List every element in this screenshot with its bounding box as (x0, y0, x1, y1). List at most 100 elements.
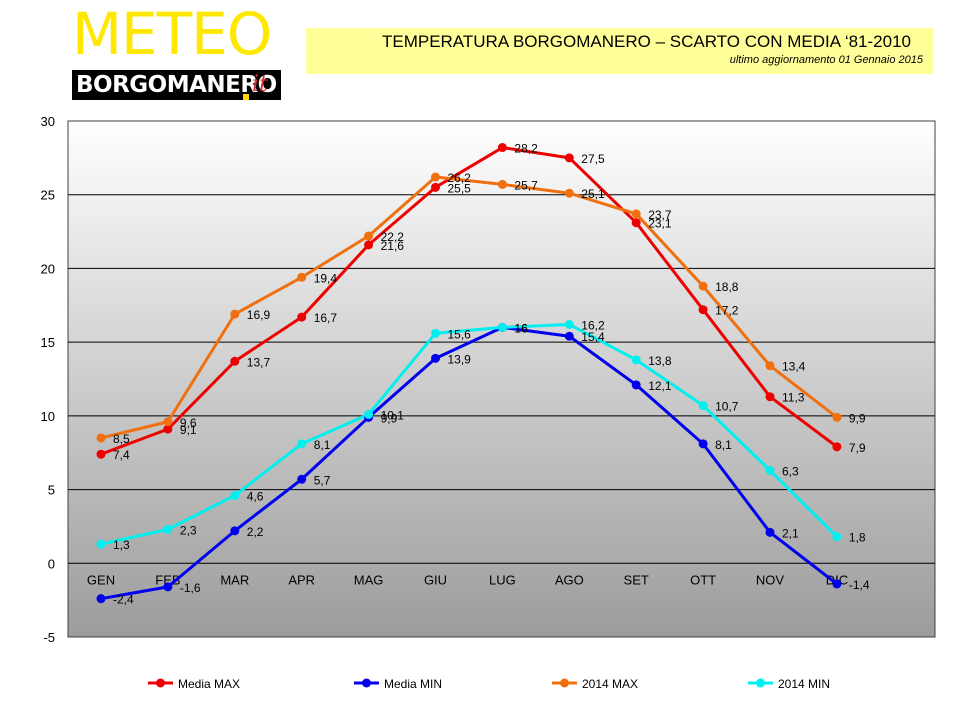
y-tick-label: 30 (41, 114, 55, 129)
series-line (100, 322, 838, 546)
data-label: 2,3 (180, 523, 197, 537)
x-tick-label: SET (624, 572, 649, 587)
data-label: 1,8 (849, 531, 866, 545)
x-tick-label: GEN (87, 572, 115, 587)
data-label: 9,1 (180, 423, 197, 437)
data-label: 5,7 (314, 473, 331, 487)
data-label: 19,4 (314, 271, 338, 285)
data-label: 8,1 (715, 438, 732, 452)
data-label: 9,9 (849, 411, 866, 425)
x-tick-label: OTT (690, 572, 716, 587)
legend-marker (362, 678, 371, 688)
data-point (431, 182, 440, 192)
data-point (497, 143, 507, 153)
data-point (431, 328, 440, 338)
data-point (297, 474, 307, 484)
legend-label: Media MIN (384, 677, 442, 691)
chart-title: TEMPERATURA BORGOMANERO – SCARTO CON MED… (381, 32, 911, 51)
data-point (431, 172, 440, 182)
title-box: TEMPERATURA BORGOMANERO – SCARTO CON MED… (306, 28, 933, 74)
data-label: 16,2 (581, 318, 605, 332)
data-point (96, 594, 106, 604)
data-label: 15,6 (448, 327, 472, 341)
data-point (364, 240, 374, 250)
data-point (564, 188, 574, 198)
y-tick-label: 20 (41, 261, 55, 276)
data-label: 16,9 (247, 308, 271, 322)
data-label: 10,7 (715, 400, 739, 414)
data-label: 8,5 (113, 432, 130, 446)
data-point (832, 442, 842, 452)
chart-subtitle: ultimo aggiornamento 01 Gennaio 2015 (729, 54, 923, 66)
data-label: 16,7 (314, 311, 338, 325)
data-point (765, 392, 775, 402)
data-label: 8,1 (314, 438, 331, 452)
data-point (698, 281, 708, 291)
data-point (364, 231, 374, 241)
data-label: 18,8 (715, 280, 739, 294)
data-label: 26,2 (448, 171, 472, 185)
x-tick-label: LUG (489, 572, 516, 587)
x-tick-label: FEB (155, 572, 180, 587)
y-tick-label: 25 (41, 188, 55, 203)
y-tick-label: 0 (48, 556, 55, 571)
data-point (631, 209, 641, 219)
data-point (698, 305, 708, 315)
data-label: -1,4 (849, 578, 870, 592)
data-point (163, 524, 173, 534)
data-label: 9,6 (180, 416, 197, 430)
data-label: 23,1 (648, 217, 672, 231)
x-tick-label: AGO (555, 572, 584, 587)
data-label: 11,3 (782, 391, 805, 405)
legend-marker (560, 678, 569, 688)
data-label: 22,2 (381, 230, 405, 244)
data-point (297, 312, 307, 322)
data-label: 17,2 (715, 304, 739, 318)
data-point (163, 417, 173, 427)
data-label: 25,1 (581, 187, 605, 201)
data-label: -1,6 (180, 581, 201, 595)
legend-label: Media MAX (178, 677, 240, 691)
data-point (163, 582, 173, 592)
data-label: 27,5 (581, 152, 605, 166)
x-tick-label: MAG (354, 572, 384, 587)
data-label: 1,3 (113, 538, 130, 552)
logo-borgomanero-text: BORGOMANERO (72, 70, 281, 100)
data-point (230, 490, 240, 500)
x-tick-label: APR (288, 572, 315, 587)
data-point (631, 380, 641, 390)
data-point (631, 218, 641, 228)
data-label: 13,4 (782, 360, 806, 374)
data-point (96, 539, 106, 549)
data-label: 12,1 (648, 379, 672, 393)
data-label: 4,6 (247, 489, 264, 503)
data-label: 25,7 (514, 178, 538, 192)
data-label: 2,1 (782, 526, 799, 540)
data-point (698, 439, 708, 449)
data-point (96, 433, 106, 443)
logo-dot (243, 94, 249, 100)
data-label: 21,6 (381, 239, 405, 253)
legend-label: 2014 MIN (778, 677, 830, 691)
y-tick-label: -5 (43, 630, 55, 645)
data-point (297, 272, 307, 282)
legend-marker (756, 678, 765, 688)
logo: METEO BORGOMANERO it (72, 4, 282, 100)
data-label: 13,9 (448, 352, 472, 366)
data-label: 23,7 (648, 208, 672, 222)
data-point (698, 401, 708, 411)
logo-it-suffix: it (252, 72, 268, 97)
data-label: 10,1 (381, 408, 405, 422)
data-point (230, 309, 240, 319)
data-point (96, 449, 106, 459)
data-label: 25,5 (448, 181, 472, 195)
data-label: 16 (514, 321, 528, 335)
data-label: 6,3 (782, 464, 799, 478)
series-line (100, 146, 838, 456)
x-tick-label: NOV (756, 572, 785, 587)
data-point (163, 424, 173, 434)
data-point (497, 322, 507, 332)
data-point (832, 412, 842, 422)
legend-marker (156, 678, 165, 688)
